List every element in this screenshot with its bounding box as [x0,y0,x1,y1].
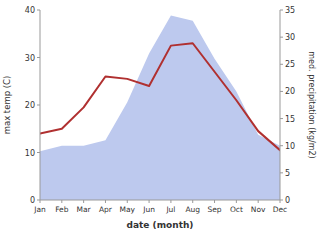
y2-tick-label: 20 [285,87,295,96]
x-tick-label: Feb [55,205,69,214]
x-tick [105,200,106,203]
y2-tick [280,10,283,11]
x-tick [127,200,128,203]
y2-tick [280,91,283,92]
y2-axis-line [280,10,281,200]
x-tick [280,200,281,203]
y-tick-label: 30 [25,54,35,63]
x-tick [258,200,259,203]
y2-tick-label: 5 [285,169,290,178]
y2-tick-label: 0 [285,196,290,205]
area [40,15,280,200]
x-tick [236,200,237,203]
x-tick [83,200,84,203]
x-tick-label: Oct [230,205,243,214]
y-tick [37,10,40,11]
plot-area [40,15,280,200]
y-tick-label: 40 [25,6,35,15]
x-tick-label: Nov [251,205,266,214]
x-tick-label: May [120,205,136,214]
x-tick-label: Apr [99,205,113,214]
y-tick-label: 20 [25,101,35,110]
x-tick [170,200,171,203]
y2-tick-label: 15 [285,115,295,124]
x-tick-label: Jan [33,205,46,214]
y-tick-label: 10 [25,149,35,158]
x-tick-label: Mar [77,205,92,214]
y2-tick-label: 30 [285,33,295,42]
y2-tick-label: 25 [285,60,295,69]
line [40,43,280,150]
y2-tick [280,64,283,65]
y-tick [37,152,40,153]
y2-axis-label: med. precipitation (kg/m2) [307,51,316,158]
x-tick [61,200,62,203]
x-tick-label: Dec [273,205,288,214]
y-tick-label: 0 [30,196,35,205]
y-tick [37,57,40,58]
chart: 0 10 20 30 40 0 5 10 15 20 25 30 35 Jan Feb Mar Apr May Ju… [0,0,318,247]
x-tick-label: Jul [165,205,175,214]
x-axis-label: date (month) [127,220,194,230]
y2-tick [280,145,283,146]
y2-tick-label: 10 [285,142,295,151]
x-tick [214,200,215,203]
x-tick [149,200,150,203]
x-tick [40,200,41,203]
x-tick-label: Aug [185,205,200,214]
y2-tick [280,172,283,173]
y2-tick [280,37,283,38]
y-axis-label: max temp (C) [2,76,12,135]
x-axis-line [40,200,280,201]
y2-tick [280,118,283,119]
y-tick [37,105,40,106]
x-tick-label: Jun [142,205,155,214]
y2-tick-label: 35 [285,6,295,15]
x-tick [192,200,193,203]
x-tick-label: Sep [207,205,221,214]
